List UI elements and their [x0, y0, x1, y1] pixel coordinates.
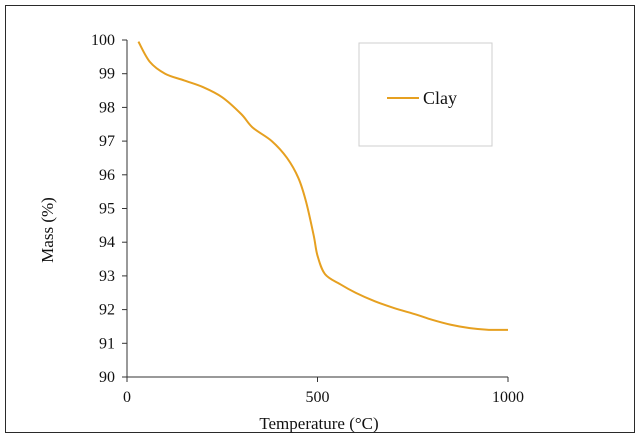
- y-tick-label-98: 98: [99, 99, 115, 116]
- series-layer: [137, 41, 509, 331]
- y-tick-label-97: 97: [99, 133, 115, 150]
- legend-box: [358, 42, 493, 147]
- y-tick-label-94: 94: [99, 234, 115, 251]
- y-tick-label-96: 96: [99, 167, 115, 184]
- y-tick-label-93: 93: [99, 268, 115, 285]
- y-tick-label-91: 91: [99, 335, 115, 352]
- x-axis-title: Temperature (°C): [259, 414, 378, 433]
- y-axis-title: Mass (%): [38, 197, 57, 263]
- y-tick-label-99: 99: [99, 66, 115, 83]
- y-tick-label-90: 90: [99, 369, 115, 386]
- x-tick-label-0: 0: [123, 389, 131, 406]
- y-tick-label-95: 95: [99, 201, 115, 218]
- legend: Clay: [358, 42, 493, 147]
- x-tick-label-500: 500: [306, 389, 330, 406]
- y-tick-label-92: 92: [99, 302, 115, 319]
- legend-label-clay: Clay: [423, 88, 457, 108]
- series-line-clay: [137, 41, 509, 331]
- chart-frame: 90 91 92 93 94 95 96 97 98 99 100 0 500 1000 Temperat…: [5, 5, 635, 433]
- x-tick-label-1000: 1000: [492, 389, 524, 406]
- y-tick-label-100: 100: [91, 32, 115, 49]
